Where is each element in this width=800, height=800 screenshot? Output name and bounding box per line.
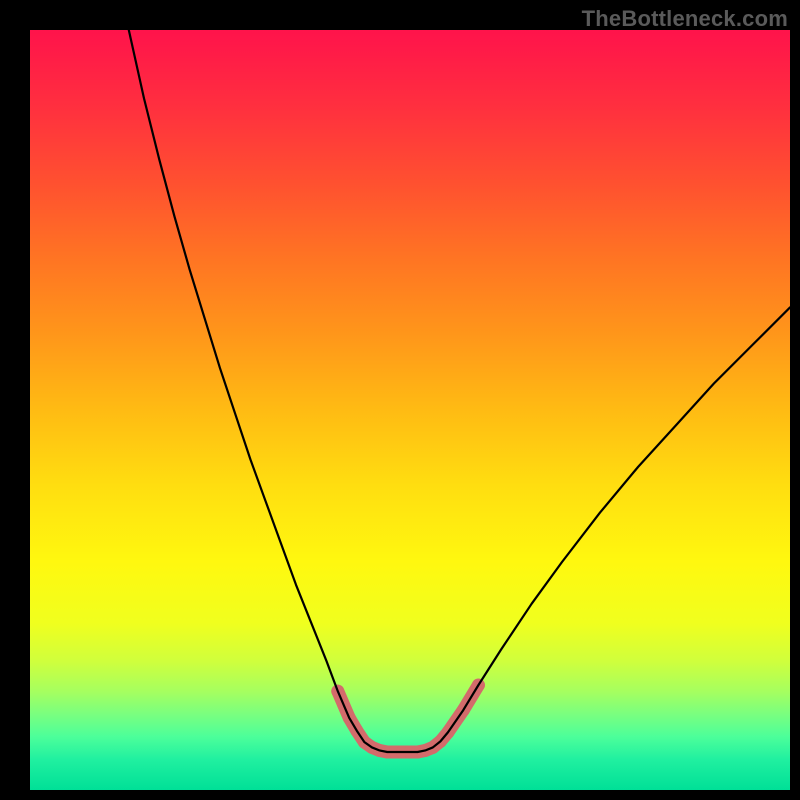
bottleneck-chart <box>30 30 790 790</box>
chart-frame <box>30 30 790 790</box>
watermark-text: TheBottleneck.com <box>582 6 788 32</box>
gradient-background <box>30 30 790 790</box>
